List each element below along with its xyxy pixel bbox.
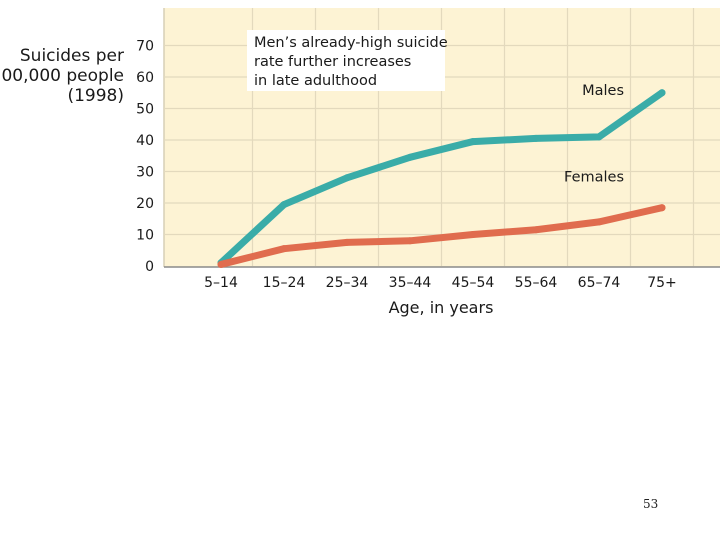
y-tick-label: 40 (136, 133, 154, 149)
data-point-females (658, 204, 666, 212)
series-label-females: Females (564, 170, 624, 186)
y-axis-title-line-1: Suicides per (19, 46, 124, 66)
data-point-females (469, 231, 477, 238)
data-point-females (406, 237, 414, 245)
data-point-males (658, 89, 666, 97)
data-point-females (217, 260, 225, 268)
data-point-females (280, 245, 288, 253)
y-tick-label: 50 (136, 102, 154, 118)
x-tick-label: 35–44 (389, 275, 432, 291)
x-tick-label: 65–74 (578, 275, 621, 291)
x-tick-label: 45–54 (452, 275, 495, 291)
page-number: 53 (643, 497, 659, 511)
x-tick-label: 15–24 (263, 275, 306, 291)
y-axis-title-line-2: 100,000 people (0, 66, 124, 86)
x-tick-label: 75+ (647, 275, 677, 291)
data-point-males (406, 153, 414, 161)
x-axis-title: Age, in years (389, 298, 494, 317)
series-lines (217, 89, 666, 268)
y-axis-title: Suicides per 100,000 people (1998) (0, 46, 124, 106)
y-axis-title-line-3: (1998) (67, 86, 124, 106)
annotation-line-3: in late adulthood (254, 73, 378, 89)
y-tick-labels: 0 10 20 30 40 50 60 70 (136, 39, 154, 276)
x-tick-label: 55–64 (515, 275, 558, 291)
annotation-line-2: rate further increases (254, 54, 412, 70)
y-tick-label: 30 (136, 165, 154, 181)
y-tick-label: 60 (136, 70, 154, 86)
series-labels: Males Females (564, 83, 624, 186)
data-point-males (469, 138, 477, 146)
y-tick-label: 0 (145, 259, 154, 275)
data-point-males (595, 133, 603, 141)
series-line-males (217, 89, 666, 267)
x-tick-label: 5–14 (204, 275, 238, 291)
series-label-males: Males (582, 83, 624, 99)
x-tick-labels: 5–14 15–24 25–34 35–44 45–54 55–64 65–74 75+ (204, 275, 677, 291)
data-point-males (532, 134, 540, 142)
y-tick-label: 70 (136, 39, 154, 55)
data-point-males (343, 174, 351, 182)
y-tick-label: 10 (136, 228, 154, 244)
data-point-females (343, 238, 351, 246)
data-point-males (280, 201, 288, 209)
data-point-females (532, 226, 540, 234)
x-tick-label: 25–34 (326, 275, 369, 291)
y-tick-label: 20 (136, 196, 154, 212)
annotation-box: Men’s already-high suicide rate further … (247, 30, 448, 91)
annotation-line-1: Men’s already-high suicide (254, 35, 448, 51)
series-line-females (217, 204, 666, 268)
data-point-females (595, 218, 603, 226)
